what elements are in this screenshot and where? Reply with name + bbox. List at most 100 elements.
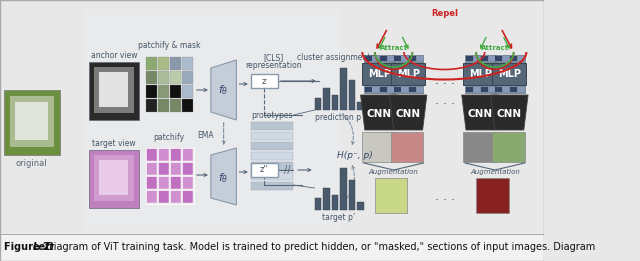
Text: z: z <box>262 76 267 86</box>
Bar <box>182 176 193 189</box>
Text: · · ·: · · · <box>435 98 455 111</box>
Text: Diagram of ViT training task. Model is trained to predict hidden, or "masked," s: Diagram of ViT training task. Model is t… <box>44 242 596 252</box>
Text: $f_\theta$: $f_\theta$ <box>218 83 229 97</box>
Bar <box>182 71 193 84</box>
Text: CNN: CNN <box>367 109 392 119</box>
Bar <box>170 190 181 203</box>
Bar <box>182 99 193 112</box>
Text: patchify & mask: patchify & mask <box>138 41 200 50</box>
Bar <box>465 55 496 62</box>
Bar <box>372 87 380 92</box>
Bar <box>357 202 364 210</box>
Bar <box>365 87 372 92</box>
Polygon shape <box>360 95 398 130</box>
Bar <box>251 132 293 140</box>
Bar <box>158 162 169 175</box>
Bar <box>394 87 401 92</box>
Bar <box>372 56 380 61</box>
Bar <box>323 188 330 210</box>
Bar <box>401 87 408 92</box>
Text: anchor view: anchor view <box>91 51 137 61</box>
Text: cluster assignments: cluster assignments <box>297 54 374 62</box>
Bar <box>465 86 496 93</box>
Text: Augmentation: Augmentation <box>470 169 520 175</box>
Bar <box>158 148 169 161</box>
Polygon shape <box>461 95 499 130</box>
Bar <box>401 56 408 61</box>
Bar <box>90 62 139 120</box>
Bar <box>463 132 496 162</box>
Bar <box>94 67 134 113</box>
Bar <box>99 160 129 195</box>
Text: CNN: CNN <box>468 109 493 119</box>
Bar <box>332 95 339 110</box>
Text: z'': z'' <box>260 165 269 175</box>
Bar <box>251 163 278 177</box>
Bar <box>147 148 157 161</box>
Bar <box>182 190 193 203</box>
Bar <box>170 162 181 175</box>
Bar <box>158 71 169 84</box>
Bar <box>251 122 293 130</box>
Bar <box>90 150 139 208</box>
Polygon shape <box>211 60 236 120</box>
Polygon shape <box>491 95 528 130</box>
Bar <box>158 57 169 70</box>
Bar <box>489 56 496 61</box>
Bar <box>463 63 497 85</box>
Text: Figure 2: Figure 2 <box>4 242 53 252</box>
Bar <box>251 172 293 180</box>
Text: Repel: Repel <box>431 9 458 17</box>
Bar <box>417 56 424 61</box>
Bar <box>495 87 502 92</box>
Bar <box>365 56 372 61</box>
Text: MLP: MLP <box>498 69 521 79</box>
Bar <box>170 85 181 98</box>
Text: Augmentation: Augmentation <box>369 169 419 175</box>
Bar <box>147 71 157 84</box>
Bar <box>0 234 544 261</box>
Text: MLP: MLP <box>397 69 420 79</box>
Bar <box>10 96 54 147</box>
Bar <box>518 56 525 61</box>
Bar <box>349 180 355 210</box>
Bar <box>147 99 157 112</box>
Bar <box>147 176 157 189</box>
Text: MLP: MLP <box>469 69 492 79</box>
Polygon shape <box>211 148 236 205</box>
Bar <box>158 176 169 189</box>
Text: representation: representation <box>246 61 302 69</box>
Bar <box>494 86 525 93</box>
Text: · · ·: · · · <box>435 79 455 92</box>
Bar <box>170 176 181 189</box>
Bar <box>481 87 488 92</box>
Bar <box>251 74 278 88</box>
Bar <box>362 132 395 162</box>
Polygon shape <box>390 95 427 130</box>
Bar <box>340 168 347 210</box>
Bar <box>147 162 157 175</box>
Bar <box>380 87 387 92</box>
Bar <box>494 55 525 62</box>
Bar <box>323 88 330 110</box>
Bar <box>510 87 517 92</box>
Bar <box>4 90 60 155</box>
Bar <box>170 148 181 161</box>
Text: · · ·: · · · <box>435 193 455 206</box>
Bar <box>393 55 424 62</box>
Bar <box>409 56 416 61</box>
Bar <box>158 85 169 98</box>
Bar <box>492 63 526 85</box>
Bar <box>362 63 396 85</box>
Text: MLP: MLP <box>368 69 391 79</box>
Bar <box>357 102 364 110</box>
Bar <box>391 132 424 162</box>
Bar <box>15 102 47 140</box>
Bar <box>251 142 293 150</box>
Bar <box>170 71 181 84</box>
Text: CNN: CNN <box>396 109 420 119</box>
Bar <box>502 56 509 61</box>
Text: original: original <box>15 158 47 168</box>
Bar <box>375 178 407 213</box>
Bar <box>489 87 496 92</box>
